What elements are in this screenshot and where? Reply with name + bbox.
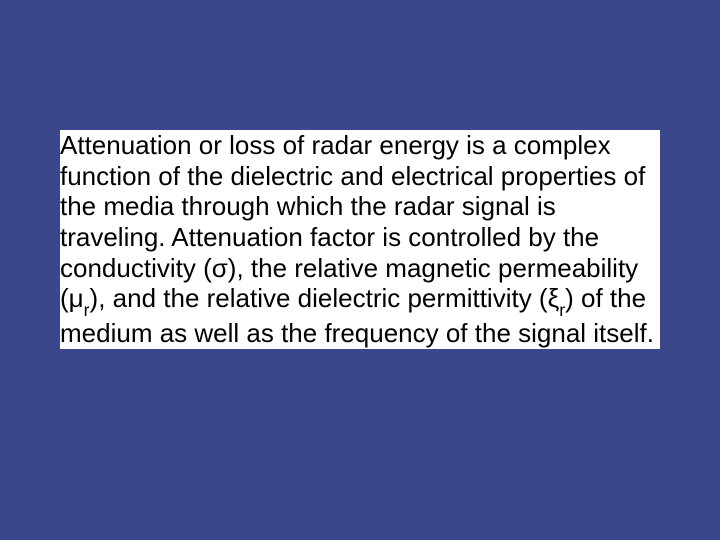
sigma-symbol: σ — [212, 253, 228, 283]
slide: Attenuation or loss of radar energy is a… — [0, 0, 720, 540]
text-segment-3: ), and the relative dielectric permittiv… — [90, 283, 548, 313]
xi-symbol: ξ — [548, 283, 560, 313]
xi-subscript: r — [559, 300, 565, 320]
mu-symbol: μ — [69, 283, 84, 313]
body-paragraph: Attenuation or loss of radar energy is a… — [60, 130, 660, 349]
mu-subscript: r — [84, 300, 90, 320]
